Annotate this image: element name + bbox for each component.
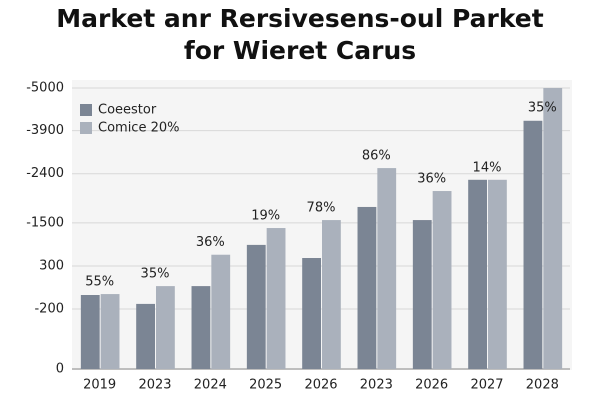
bar bbox=[302, 258, 321, 369]
chart-title: Market anr Rersivesens-oul Parket bbox=[56, 4, 543, 33]
bar bbox=[432, 191, 452, 369]
group-label: 19% bbox=[251, 209, 280, 224]
bar bbox=[136, 303, 155, 369]
x-tick-label: 2028 bbox=[526, 378, 559, 393]
group-label: 86% bbox=[362, 149, 391, 164]
bar bbox=[80, 295, 100, 369]
group-label: 14% bbox=[473, 160, 502, 175]
bar bbox=[523, 120, 543, 370]
y-tick-label: -2400 bbox=[26, 166, 64, 181]
bar bbox=[156, 286, 175, 369]
y-tick-label: -3900 bbox=[26, 123, 64, 138]
x-tick-label: 2023 bbox=[138, 378, 171, 393]
y-tick-label: -200 bbox=[34, 302, 64, 317]
x-tick-label: 2019 bbox=[83, 378, 116, 393]
group-label: 35% bbox=[528, 101, 557, 116]
bar bbox=[543, 88, 563, 369]
bar bbox=[246, 244, 266, 369]
chart-title: for Wieret Carus bbox=[184, 36, 416, 65]
legend-swatch bbox=[80, 122, 92, 134]
bar bbox=[468, 179, 487, 369]
group-label: 35% bbox=[141, 267, 170, 282]
bar bbox=[211, 254, 231, 369]
x-tick-label: 2026 bbox=[304, 378, 337, 393]
x-tick-label: 2023 bbox=[360, 378, 393, 393]
bar bbox=[357, 206, 377, 369]
group-label: 78% bbox=[307, 201, 336, 216]
x-tick-label: 2024 bbox=[194, 378, 227, 393]
group-label: 36% bbox=[417, 172, 446, 187]
bar bbox=[377, 168, 397, 369]
x-tick-label: 2025 bbox=[249, 378, 282, 393]
group-label: 55% bbox=[85, 275, 114, 290]
y-tick-label: -5000 bbox=[26, 81, 64, 96]
bar bbox=[412, 220, 432, 369]
y-tick-label: 300 bbox=[39, 258, 64, 273]
bar bbox=[191, 286, 211, 369]
bar bbox=[100, 294, 120, 369]
legend-label: Comice 20% bbox=[98, 121, 179, 136]
bar bbox=[322, 220, 341, 369]
x-tick-label: 2027 bbox=[470, 378, 503, 393]
y-tick-label: 0 bbox=[56, 362, 64, 377]
legend-label: Coeestor bbox=[98, 103, 157, 118]
legend-swatch bbox=[80, 104, 92, 116]
x-tick-label: 2026 bbox=[415, 378, 448, 393]
group-label: 36% bbox=[196, 235, 225, 250]
bar bbox=[488, 179, 507, 369]
bar bbox=[266, 228, 286, 369]
y-tick-label: -1500 bbox=[26, 215, 64, 230]
